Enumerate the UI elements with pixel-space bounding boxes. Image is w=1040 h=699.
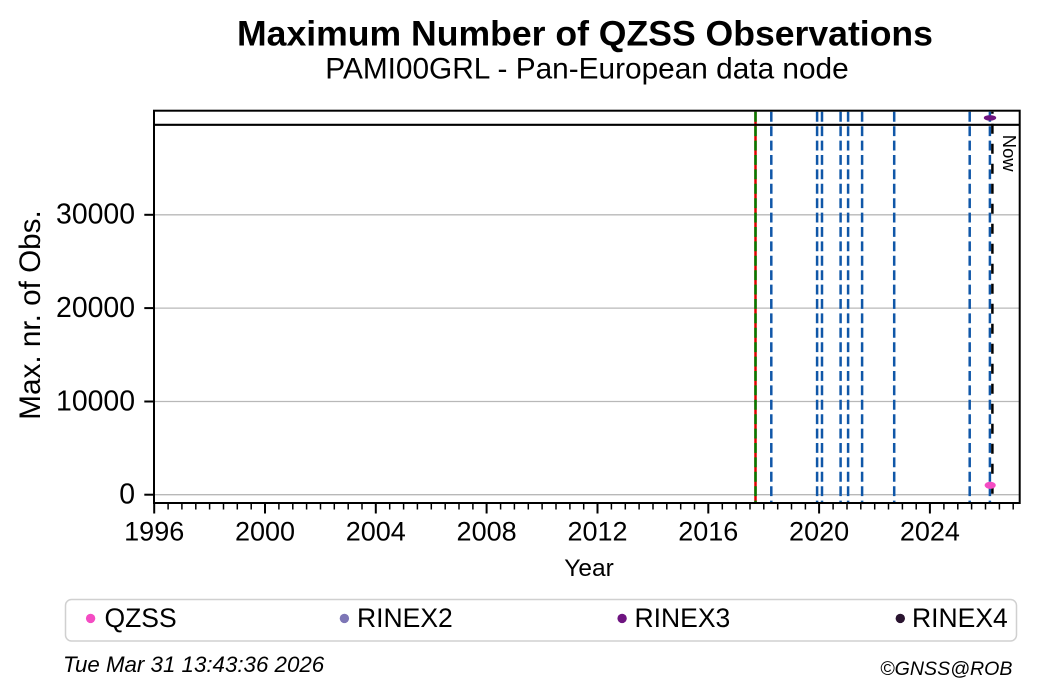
svg-text:2016: 2016 <box>678 517 738 547</box>
svg-text:Now: Now <box>999 135 1020 173</box>
svg-text:2000: 2000 <box>235 517 295 547</box>
svg-text:20000: 20000 <box>56 292 135 324</box>
svg-text:2008: 2008 <box>457 517 517 547</box>
svg-text:RINEX2: RINEX2 <box>357 603 453 633</box>
svg-text:RINEX3: RINEX3 <box>635 603 731 633</box>
svg-text:0: 0 <box>119 479 135 511</box>
svg-text:30000: 30000 <box>56 199 135 231</box>
svg-text:©GNSS@ROB: ©GNSS@ROB <box>880 658 1012 680</box>
svg-text:2004: 2004 <box>346 517 406 547</box>
svg-text:PAMI00GRL - Pan-European data: PAMI00GRL - Pan-European data node <box>325 53 848 86</box>
svg-text:2012: 2012 <box>567 517 627 547</box>
svg-text:Max. nr. of Obs.: Max. nr. of Obs. <box>14 210 47 420</box>
svg-text:Year: Year <box>564 555 614 582</box>
svg-text:RINEX4: RINEX4 <box>912 603 1008 633</box>
svg-text:Maximum Number of QZSS Observa: Maximum Number of QZSS Observations <box>237 13 933 53</box>
svg-text:Tue Mar 31 13:43:36 2026: Tue Mar 31 13:43:36 2026 <box>63 652 325 677</box>
svg-text:QZSS: QZSS <box>105 603 177 633</box>
svg-text:2020: 2020 <box>789 517 849 547</box>
svg-text:1996: 1996 <box>124 517 184 547</box>
svg-text:10000: 10000 <box>56 385 135 417</box>
svg-text:2024: 2024 <box>900 517 960 547</box>
